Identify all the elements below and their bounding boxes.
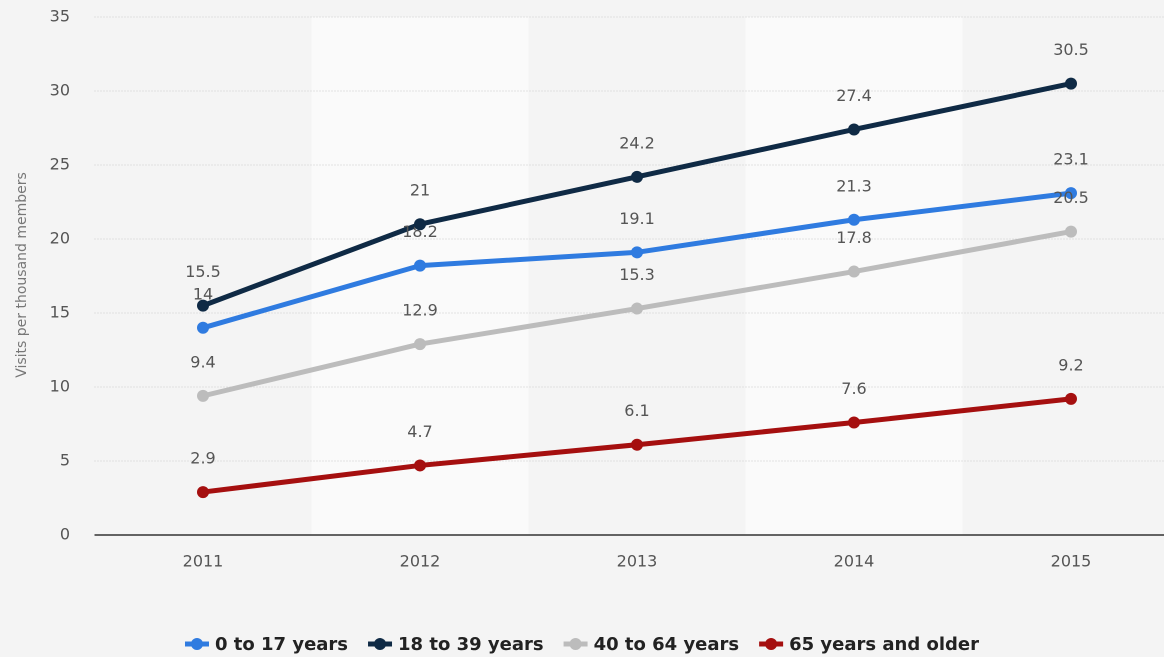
point — [1065, 225, 1077, 238]
x-tick-label: 2012 — [400, 552, 441, 571]
y-tick-label: 0 — [60, 525, 70, 544]
point — [848, 213, 860, 226]
legend-marker — [374, 638, 387, 650]
data-label: 24.2 — [619, 133, 655, 152]
data-label: 14 — [193, 284, 213, 303]
data-label: 19.1 — [619, 209, 655, 228]
legend-text: 65 years and older — [789, 634, 979, 655]
data-label: 20.5 — [1053, 188, 1089, 207]
legend-text: 18 to 39 years — [398, 634, 544, 655]
data-label: 23.1 — [1053, 150, 1089, 169]
point — [414, 459, 426, 472]
data-label: 18.2 — [402, 222, 438, 241]
y-axis-label: Visits per thousand members — [14, 172, 30, 378]
bands — [311, 17, 963, 535]
y-tick-label: 30 — [50, 81, 70, 100]
point — [848, 123, 860, 136]
point — [1065, 187, 1077, 200]
y-tick-label: 25 — [50, 155, 70, 174]
data-label: 21.3 — [836, 176, 872, 195]
x-tick-label: 2014 — [834, 552, 875, 571]
point — [631, 170, 643, 183]
data-label: 27.4 — [836, 86, 872, 105]
data-label: 21 — [410, 181, 430, 200]
data-label: 12.9 — [402, 301, 438, 320]
legend-text: 0 to 17 years — [215, 634, 348, 655]
point — [414, 259, 426, 272]
point — [1065, 77, 1077, 90]
y-tick-label: 10 — [50, 377, 70, 396]
data-label: 2.9 — [190, 449, 215, 468]
legend-marker — [569, 638, 582, 650]
y-tick-label: 15 — [50, 303, 70, 322]
data-label: 17.8 — [836, 228, 872, 247]
point — [197, 486, 209, 499]
point — [631, 302, 643, 315]
legend-marker — [190, 638, 203, 650]
point — [631, 246, 643, 259]
data-label: 6.1 — [624, 401, 649, 420]
point — [414, 338, 426, 351]
data-label: 9.4 — [190, 352, 215, 371]
legend: 0 to 17 years 18 to 39 years 40 to 64 year… — [184, 634, 979, 655]
y-tick-label: 35 — [50, 7, 70, 26]
point — [631, 438, 643, 451]
x-tick-label: 2011 — [183, 552, 224, 571]
point — [848, 265, 860, 278]
point — [197, 321, 209, 334]
x-tick-label: 2013 — [617, 552, 658, 571]
data-label: 15.5 — [185, 262, 221, 281]
x-tick-label: 2015 — [1051, 552, 1092, 571]
band — [311, 17, 529, 535]
y-tick-label: 5 — [60, 451, 70, 470]
legend-marker — [765, 638, 778, 650]
data-label: 30.5 — [1053, 40, 1089, 59]
point — [848, 416, 860, 429]
data-label: 7.6 — [841, 379, 866, 398]
data-label: 9.2 — [1058, 355, 1083, 374]
point — [1065, 392, 1077, 405]
data-label: 4.7 — [407, 422, 432, 441]
point — [197, 389, 209, 402]
legend-text: 40 to 64 years — [594, 634, 740, 655]
point — [414, 218, 426, 231]
y-tick-label: 20 — [50, 229, 70, 248]
data-label: 15.3 — [619, 265, 655, 284]
point — [197, 299, 209, 312]
